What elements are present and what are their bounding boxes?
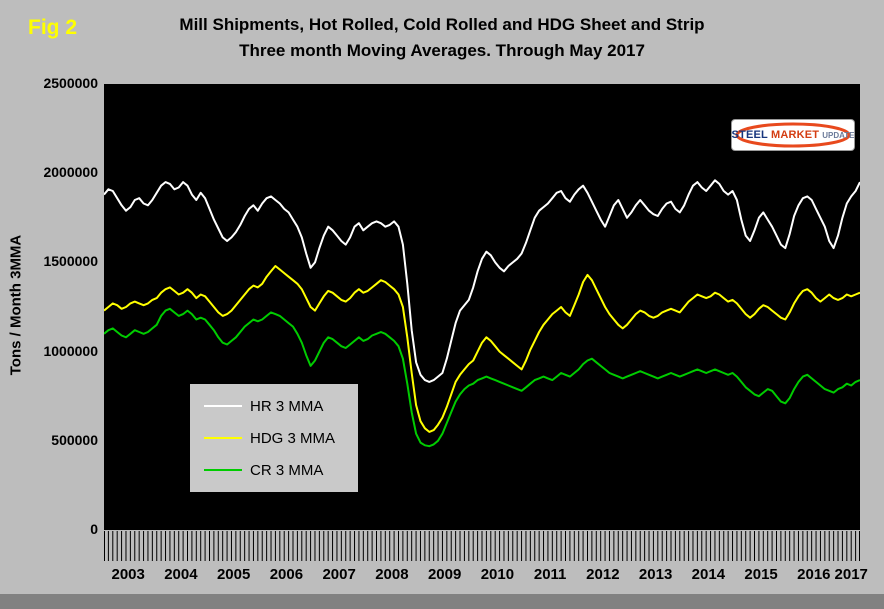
- y-tick-label: 2000000: [43, 164, 98, 181]
- y-tick-label: 1000000: [43, 342, 98, 359]
- x-axis-minor-ticks: [104, 531, 860, 561]
- y-tick-label: 500000: [51, 431, 98, 448]
- logo-text-market: MARKET: [770, 129, 820, 141]
- legend-label-hdg: HDG 3 MMA: [250, 429, 336, 447]
- chart-title-line1: Mill Shipments, Hot Rolled, Cold Rolled …: [179, 15, 705, 34]
- legend: HR 3 MMA HDG 3 MMA CR 3 MMA: [190, 384, 358, 492]
- chart-title-line2: Three month Moving Averages. Through May…: [239, 41, 645, 61]
- legend-label-hr: HR 3 MMA: [250, 397, 324, 415]
- x-year-label: 2004: [164, 566, 198, 583]
- x-year-label: 2005: [216, 566, 251, 583]
- plot-area: STEEL MARKET UPDATE HR 3 MMA HDG 3 MMA C…: [104, 84, 860, 530]
- series-line-cr: [104, 307, 860, 448]
- y-tick-label: 1500000: [43, 253, 98, 270]
- series-line-hdg: [104, 265, 860, 433]
- legend-item-cr: CR 3 MMA: [204, 462, 358, 479]
- x-year-label: 2016: [797, 566, 831, 583]
- x-year-label: 2015: [744, 566, 778, 583]
- x-year-label: 2003: [111, 566, 145, 583]
- x-year-label: 2013: [638, 566, 673, 583]
- legend-swatch-hdg: [204, 437, 242, 439]
- bottom-bar: [0, 594, 884, 609]
- y-tick-label: 2500000: [43, 75, 98, 91]
- series-line-hr: [104, 179, 860, 383]
- y-tick-label: 0: [90, 521, 98, 537]
- x-year-label: 2007: [322, 566, 356, 583]
- smu-logo: STEEL MARKET UPDATE: [731, 120, 855, 150]
- figure-label: Fig 2: [28, 16, 78, 39]
- legend-swatch-cr: [204, 469, 242, 471]
- legend-label-cr: CR 3 MMA: [250, 461, 324, 479]
- x-year-label: 2017: [834, 566, 868, 583]
- y-axis-title: Tons / Month 3MMA: [7, 234, 25, 376]
- legend-item-hr: HR 3 MMA: [204, 398, 358, 415]
- x-year-label: 2011: [533, 566, 567, 583]
- x-year-label: 2006: [269, 566, 304, 583]
- legend-item-hdg: HDG 3 MMA: [204, 430, 358, 447]
- series-plot: [104, 179, 860, 448]
- x-year-label: 2012: [586, 566, 620, 583]
- x-year-label: 2014: [691, 566, 726, 583]
- chart-title: Mill Shipments, Hot Rolled, Cold Rolled …: [0, 12, 884, 65]
- x-year-label: 2010: [480, 566, 515, 583]
- logo-text-steel: STEEL: [731, 129, 768, 141]
- legend-swatch-hr: [204, 405, 242, 407]
- x-year-label: 2008: [375, 566, 409, 583]
- logo-text-update: UPDATE: [822, 130, 855, 140]
- x-year-label: 2009: [427, 566, 462, 583]
